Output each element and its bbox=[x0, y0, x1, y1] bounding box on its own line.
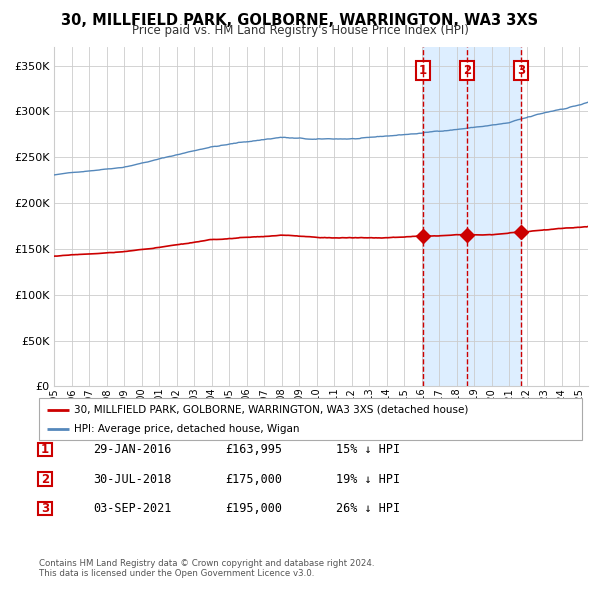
Text: 3: 3 bbox=[517, 64, 525, 77]
Text: 2: 2 bbox=[463, 64, 471, 77]
Text: £163,995: £163,995 bbox=[225, 443, 282, 456]
FancyBboxPatch shape bbox=[38, 502, 52, 515]
Text: 30, MILLFIELD PARK, GOLBORNE, WARRINGTON, WA3 3XS (detached house): 30, MILLFIELD PARK, GOLBORNE, WARRINGTON… bbox=[74, 405, 469, 415]
Text: 1: 1 bbox=[419, 64, 427, 77]
Text: 29-JAN-2016: 29-JAN-2016 bbox=[93, 443, 172, 456]
Bar bbox=[423, 47, 521, 386]
Text: Price paid vs. HM Land Registry's House Price Index (HPI): Price paid vs. HM Land Registry's House … bbox=[131, 24, 469, 37]
Text: 30, MILLFIELD PARK, GOLBORNE, WARRINGTON, WA3 3XS: 30, MILLFIELD PARK, GOLBORNE, WARRINGTON… bbox=[61, 13, 539, 28]
Text: £195,000: £195,000 bbox=[225, 502, 282, 515]
Text: 3: 3 bbox=[41, 502, 49, 515]
Text: 19% ↓ HPI: 19% ↓ HPI bbox=[336, 473, 400, 486]
Text: 30-JUL-2018: 30-JUL-2018 bbox=[93, 473, 172, 486]
Text: Contains HM Land Registry data © Crown copyright and database right 2024.: Contains HM Land Registry data © Crown c… bbox=[39, 559, 374, 568]
FancyBboxPatch shape bbox=[39, 398, 582, 440]
FancyBboxPatch shape bbox=[38, 473, 52, 486]
Text: 1: 1 bbox=[41, 443, 49, 456]
Text: 2: 2 bbox=[41, 473, 49, 486]
Text: 15% ↓ HPI: 15% ↓ HPI bbox=[336, 443, 400, 456]
Text: 26% ↓ HPI: 26% ↓ HPI bbox=[336, 502, 400, 515]
FancyBboxPatch shape bbox=[38, 443, 52, 456]
Text: HPI: Average price, detached house, Wigan: HPI: Average price, detached house, Wiga… bbox=[74, 424, 300, 434]
Text: This data is licensed under the Open Government Licence v3.0.: This data is licensed under the Open Gov… bbox=[39, 569, 314, 578]
Text: £175,000: £175,000 bbox=[225, 473, 282, 486]
Text: 03-SEP-2021: 03-SEP-2021 bbox=[93, 502, 172, 515]
